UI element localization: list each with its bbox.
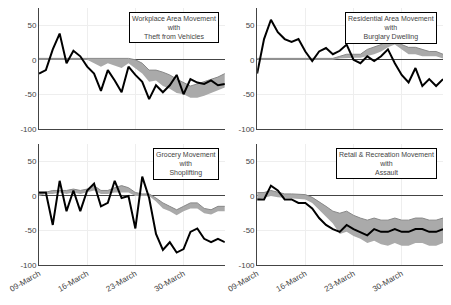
svg-text:50: 50 xyxy=(246,21,255,30)
svg-text:-50: -50 xyxy=(243,90,255,99)
svg-text:-100: -100 xyxy=(239,261,256,270)
svg-text:Grocery MovementwithShopliftin: Grocery MovementwithShoplifting xyxy=(156,151,216,177)
svg-text:-100: -100 xyxy=(20,125,37,134)
svg-text:50: 50 xyxy=(27,157,36,166)
svg-text:23-March: 23-March xyxy=(105,269,139,294)
svg-text:09-March: 09-March xyxy=(226,269,260,294)
svg-text:16-March: 16-March xyxy=(275,269,309,294)
svg-text:30-March: 30-March xyxy=(371,269,405,294)
svg-text:-100: -100 xyxy=(20,261,37,270)
svg-text:0: 0 xyxy=(32,192,37,201)
svg-text:-50: -50 xyxy=(25,226,37,235)
svg-text:50: 50 xyxy=(246,157,255,166)
svg-text:30-March: 30-March xyxy=(153,269,187,294)
svg-text:0: 0 xyxy=(250,192,255,201)
svg-text:09-March: 09-March xyxy=(8,269,42,294)
svg-text:-100: -100 xyxy=(239,125,256,134)
svg-text:50: 50 xyxy=(27,21,36,30)
svg-text:16-March: 16-March xyxy=(56,269,90,294)
svg-text:-50: -50 xyxy=(243,226,255,235)
svg-text:Retail & Recreation Movementwi: Retail & Recreation MovementwithAssault xyxy=(339,151,434,176)
svg-text:23-March: 23-March xyxy=(323,269,357,294)
svg-text:Workplace Area MovementwithThe: Workplace Area MovementwithTheft from Ve… xyxy=(132,15,216,40)
svg-text:0: 0 xyxy=(32,56,37,65)
svg-text:Residential Area MovementwithB: Residential Area MovementwithBurglary Dw… xyxy=(348,15,434,41)
svg-text:0: 0 xyxy=(250,56,255,65)
svg-text:-50: -50 xyxy=(25,90,37,99)
